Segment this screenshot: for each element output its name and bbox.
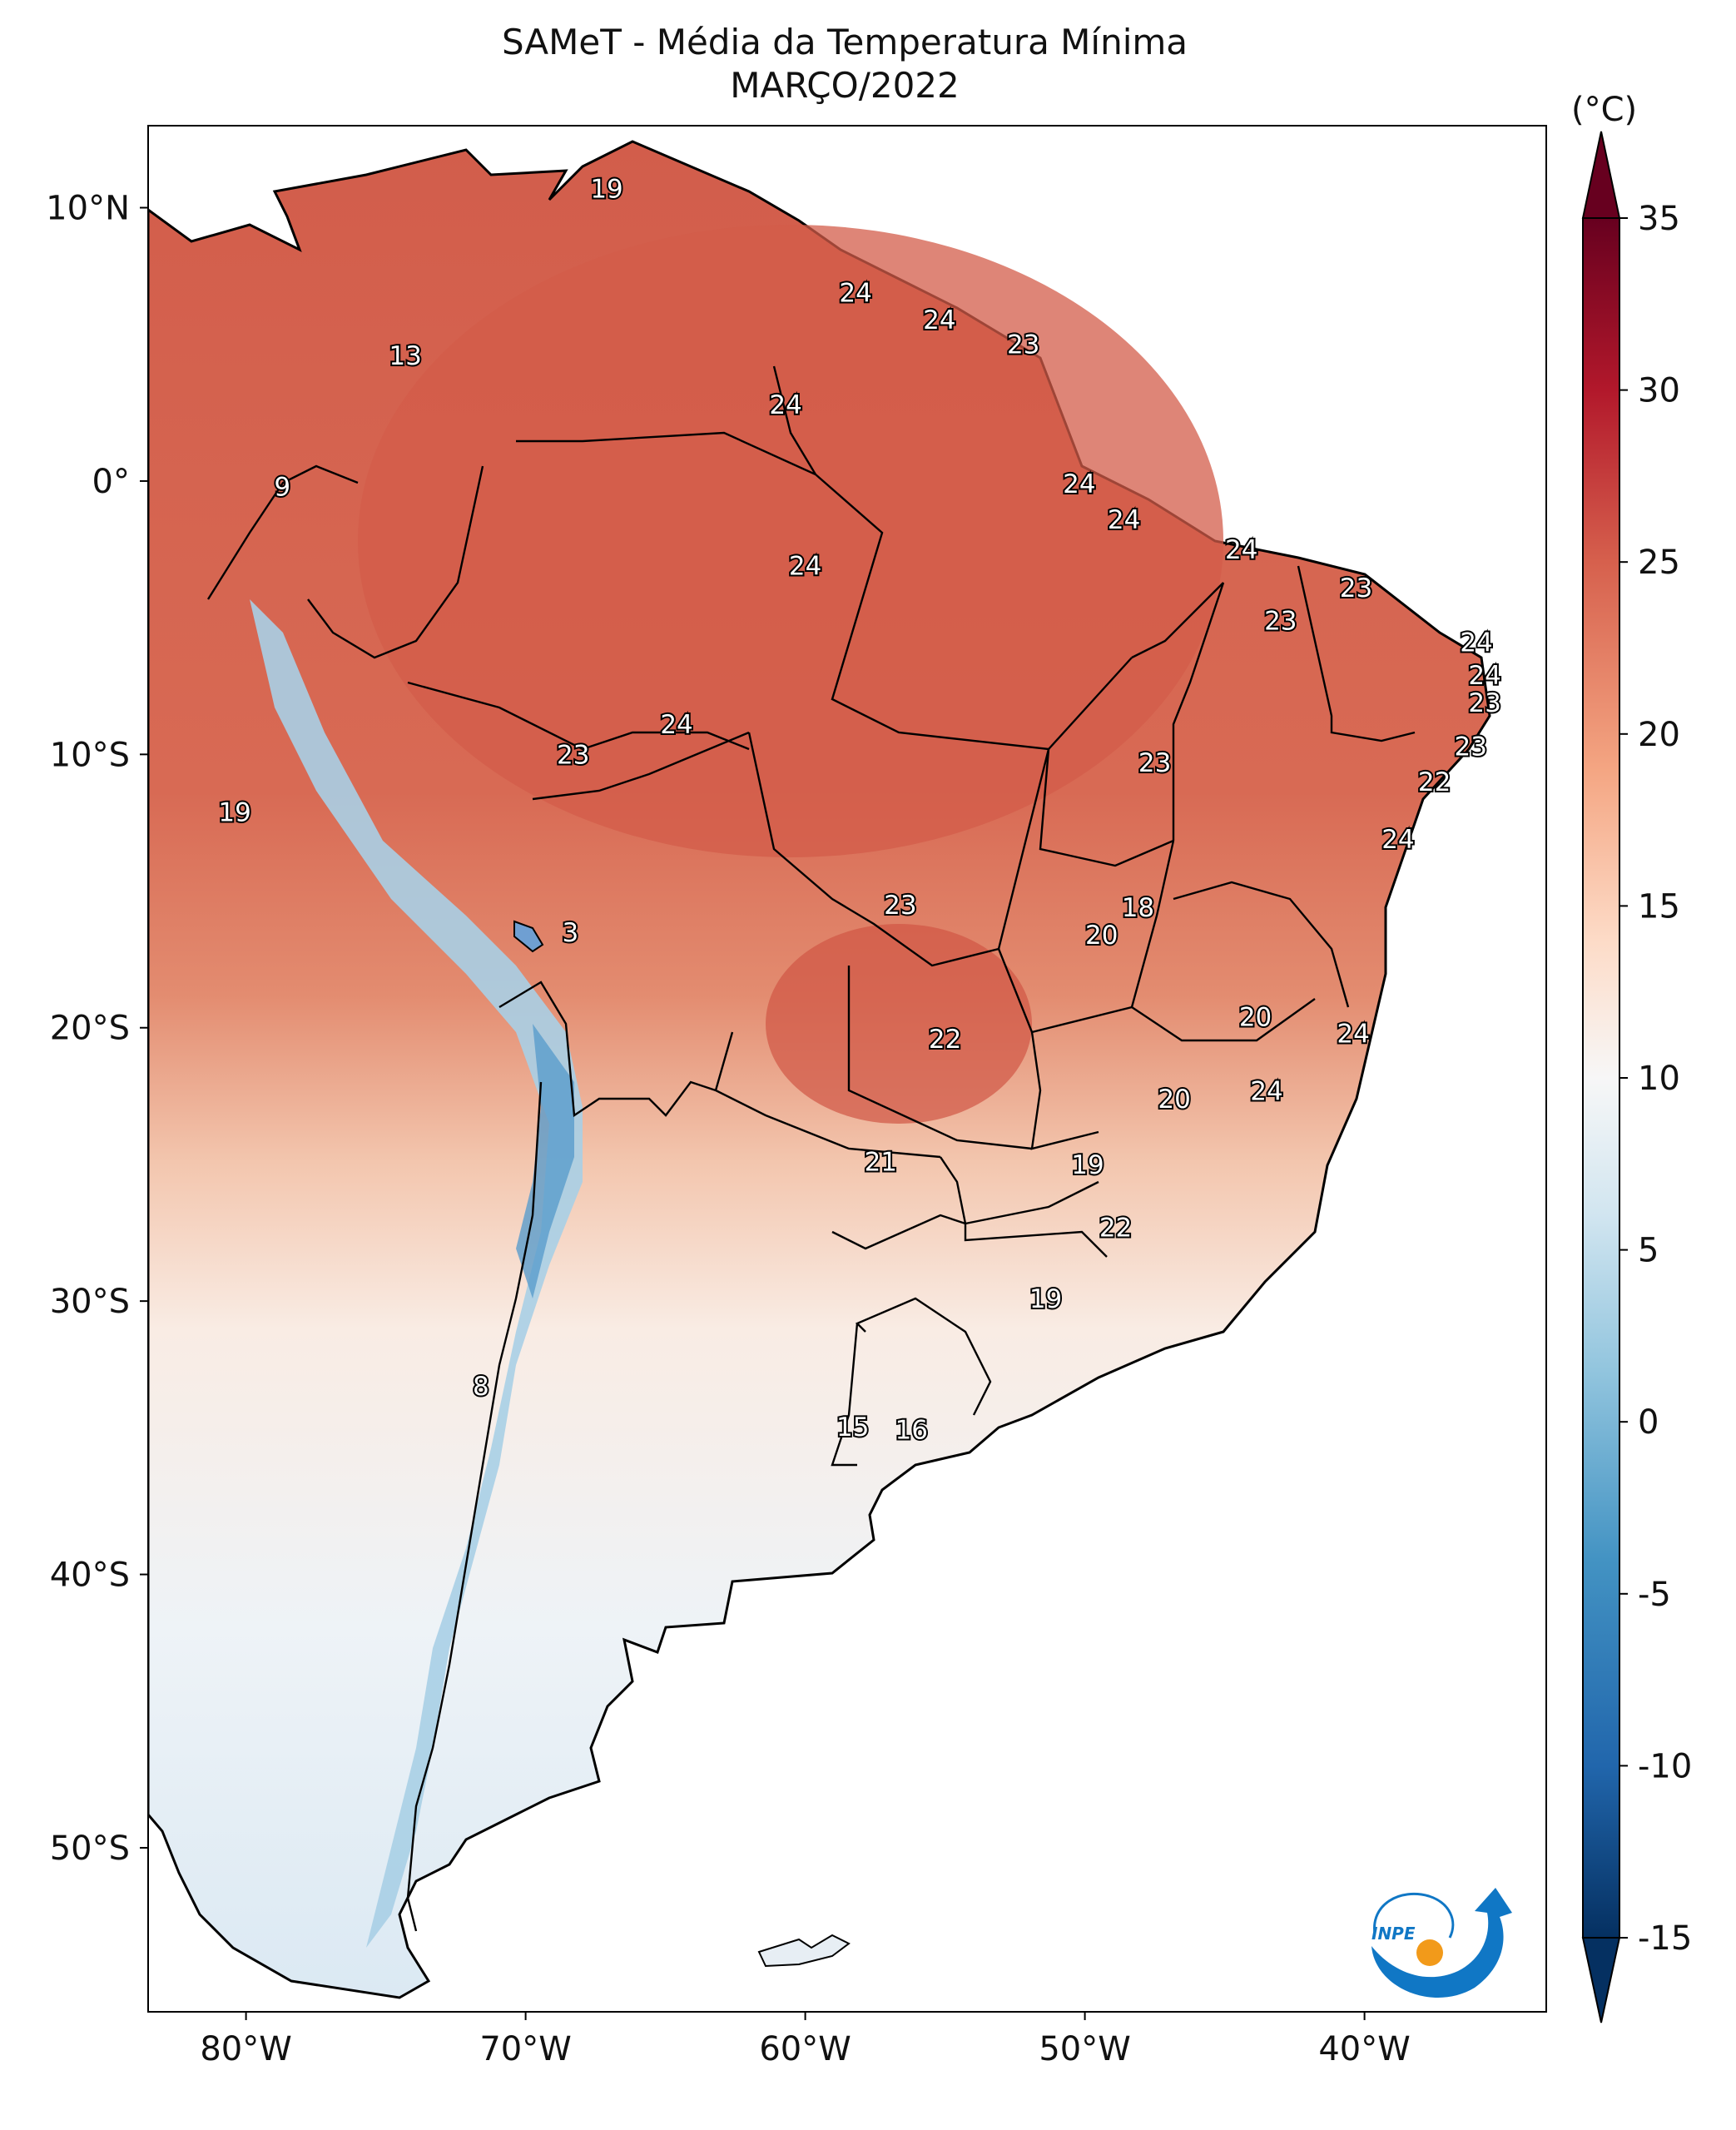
temperature-value-label: 23 [884, 891, 916, 921]
logo-orbit-icon [1373, 1892, 1455, 1939]
lon-tick-label: 40°W [1318, 2030, 1410, 2068]
map-title-line1: SAMeT - Média da Temperatura Mínima [501, 22, 1188, 62]
falkland-islands [757, 1934, 851, 1968]
warm-core-paraguay [766, 924, 1032, 1124]
lon-tick-label: 80°W [200, 2030, 291, 2068]
temperature-value-label: 15 [836, 1413, 869, 1442]
temperature-value-label: 13 [389, 341, 421, 371]
colorbar-unit-label: (°C) [1571, 91, 1637, 129]
temperature-value-label: 16 [895, 1415, 928, 1445]
lon-tick-label: 60°W [759, 2030, 851, 2068]
temperature-value-label: 20 [1158, 1085, 1190, 1115]
lat-tick-label: 40°S [50, 1557, 130, 1595]
temperature-value-label: 22 [929, 1025, 961, 1055]
colorbar-tick-label: 0 [1638, 1403, 1659, 1442]
temperature-value-label: 24 [769, 390, 801, 420]
temperature-value-label: 23 [1340, 573, 1372, 603]
inpe-logo: INPE [1371, 1888, 1512, 1998]
warm-core-amazon [358, 225, 1223, 857]
temperature-value-label: 24 [839, 278, 871, 308]
temperature-value-label: 23 [557, 740, 589, 770]
temperature-value-label: 24 [1381, 825, 1414, 855]
temperature-value-label: 24 [1225, 535, 1257, 565]
temperature-value-label: 3 [562, 918, 578, 948]
colorbar-body [1582, 217, 1620, 1939]
colorbar-tick-label: 15 [1638, 887, 1680, 926]
lat-tick-label: 10°N [46, 190, 130, 228]
colorbar-tick-label: 20 [1638, 716, 1680, 754]
lon-tick-label: 70°W [479, 2030, 571, 2068]
temperature-value-label: 20 [1085, 921, 1118, 951]
temperature-value-label: 24 [1250, 1076, 1282, 1106]
latitude-labels: 10°N 0° 10°S 20°S 30°S 40°S 50°S [46, 190, 148, 1868]
colorbar-tick-label: 5 [1638, 1232, 1659, 1270]
temperature-value-label: 23 [1138, 748, 1171, 778]
logo-text: INPE [1371, 1924, 1416, 1944]
logo-arrow-icon [1371, 1888, 1512, 1998]
logo-sun-icon [1416, 1939, 1443, 1966]
colorbar-min-extension [1581, 1937, 1621, 2023]
longitude-labels: 80°W 70°W 60°W 50°W 40°W [200, 2012, 1411, 2068]
temperature-value-label: 23 [1264, 606, 1297, 636]
temperature-value-label: 23 [1455, 732, 1487, 762]
colorbar-tick-label: 30 [1638, 372, 1680, 410]
colorbar-tick-label: -5 [1638, 1576, 1671, 1614]
temperature-value-label: 19 [1029, 1284, 1062, 1314]
map-title-line2: MARÇO/2022 [730, 65, 960, 106]
temperature-value-label: 24 [1063, 469, 1095, 499]
lake-titicaca [513, 920, 544, 953]
colorbar-tick-label: -10 [1638, 1747, 1692, 1785]
temperature-value-label: 24 [1460, 628, 1492, 658]
temperature-value-label: 24 [923, 305, 955, 335]
colorbar-ticks: 35 30 25 20 15 10 5 0 -5 -10 -15 [1619, 200, 1692, 1958]
temperature-value-label: 23 [1007, 330, 1039, 360]
lat-tick-label: 10°S [50, 736, 130, 774]
temperature-value-label: 19 [590, 175, 622, 205]
temperature-value-label: 18 [1122, 893, 1154, 923]
temperature-value-label: 22 [1418, 767, 1451, 797]
colorbar-tick-label: 25 [1638, 544, 1680, 582]
temperature-value-label: 24 [1337, 1019, 1369, 1049]
temperature-value-label: 24 [1468, 661, 1500, 691]
lon-tick-label: 50°W [1039, 2030, 1130, 2068]
colorbar-tick-label: -15 [1638, 1919, 1692, 1958]
temperature-value-label: 22 [1099, 1213, 1132, 1243]
temperature-value-label: 23 [1468, 688, 1500, 718]
lat-tick-label: 20°S [50, 1010, 130, 1048]
country-state-borders [206, 365, 1416, 1932]
map-content [148, 140, 1491, 1999]
temperature-value-label: 21 [865, 1148, 897, 1178]
colorbar-tick-label: 10 [1638, 1060, 1680, 1098]
temperature-value-label: 19 [1071, 1150, 1104, 1180]
colorbar-tick-label: 35 [1638, 200, 1680, 238]
temperature-value-label: 8 [473, 1372, 489, 1402]
temperature-value-label: 19 [218, 797, 250, 827]
temperature-value-label: 9 [274, 472, 290, 502]
lat-tick-label: 50°S [50, 1830, 130, 1868]
colorbar-max-extension [1581, 131, 1621, 219]
temperature-value-label: 24 [1108, 505, 1140, 535]
lat-tick-label: 0° [92, 463, 130, 501]
temperature-value-label: 20 [1239, 1003, 1272, 1033]
temperature-value-label: 24 [660, 710, 692, 740]
colorbar: (°C) 35 30 25 20 15 10 5 0 -5 -10 -15 [1571, 91, 1692, 2023]
temperature-value-label: 24 [789, 552, 821, 582]
lat-tick-label: 30°S [50, 1283, 130, 1321]
